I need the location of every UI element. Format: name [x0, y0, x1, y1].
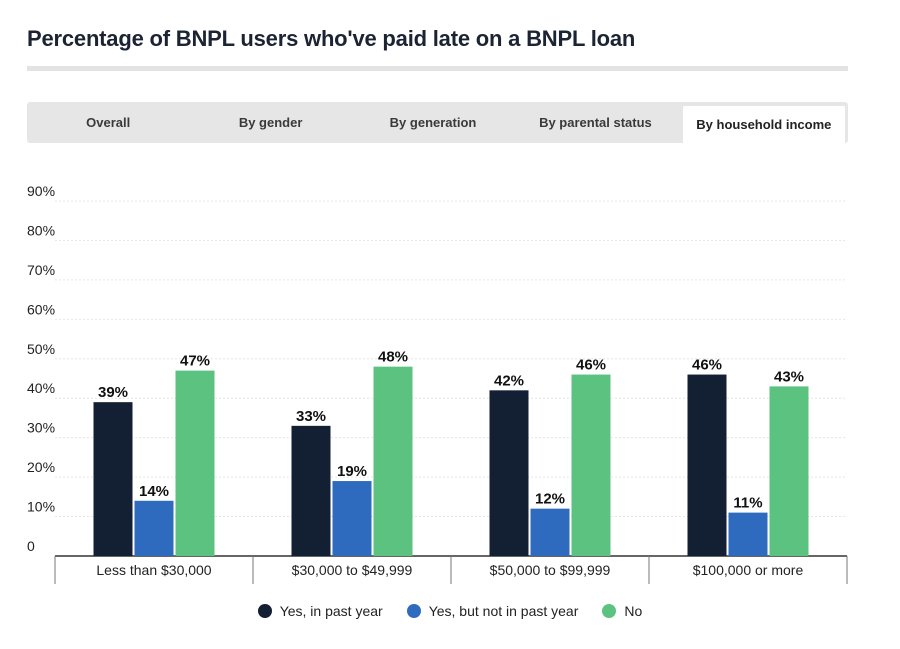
legend-swatch — [602, 604, 617, 618]
tab-by-generation[interactable]: By generation — [389, 115, 477, 130]
data-label: 12% — [535, 491, 565, 508]
data-label: 14% — [139, 483, 169, 500]
bar — [530, 508, 570, 556]
y-tick-label: 60% — [27, 301, 55, 317]
y-tick-label: 80% — [27, 222, 55, 238]
legend-item-no[interactable]: No — [602, 603, 642, 619]
y-tick-label: 20% — [27, 459, 55, 475]
title-divider — [27, 66, 848, 71]
x-tick-label: $30,000 to $49,999 — [292, 562, 413, 578]
y-tick-label: 50% — [27, 341, 55, 357]
bar — [373, 366, 413, 556]
bar — [175, 370, 215, 556]
legend-item-not-past-year[interactable]: Yes, but not in past year — [406, 603, 579, 619]
bar — [769, 386, 809, 556]
tab-by-household-income[interactable]: By household income — [682, 106, 846, 143]
bar — [571, 374, 611, 556]
data-label: 11% — [733, 495, 762, 512]
tab-bar: Overall By gender By generation By paren… — [27, 102, 848, 143]
data-label: 33% — [296, 408, 326, 425]
data-label: 19% — [337, 463, 367, 480]
data-label: 39% — [98, 384, 128, 401]
y-tick-label: 0 — [27, 538, 35, 554]
bar — [134, 500, 174, 556]
y-tick-label: 90% — [27, 183, 55, 199]
y-tick-label: 30% — [27, 420, 55, 436]
bar-chart: 0 10% 20% 30% 40% 50% 60% 70% 80% 90% Less than $3… — [27, 183, 848, 584]
legend-swatch — [257, 604, 272, 618]
x-tick-label: $50,000 to $99,999 — [490, 562, 611, 578]
legend-item-past-year[interactable]: Yes, in past year — [257, 603, 383, 619]
tab-overall[interactable]: Overall — [86, 115, 131, 130]
chart-title: Percentage of BNPL users who've paid lat… — [27, 26, 636, 51]
bar — [291, 425, 331, 556]
data-label: 42% — [494, 372, 524, 389]
bar — [687, 374, 727, 556]
data-label: 46% — [576, 357, 606, 374]
legend-swatch — [406, 604, 421, 618]
data-label: 48% — [378, 349, 408, 366]
bar — [489, 390, 529, 556]
legend-label: Yes, in past year — [279, 603, 383, 619]
bar — [728, 512, 768, 556]
tab-by-gender[interactable]: By gender — [238, 115, 303, 130]
x-tick-label: $100,000 or more — [693, 562, 804, 578]
chart-legend: Yes, in past year Yes, but not in past y… — [0, 603, 900, 619]
x-tick-label: Less than $30,000 — [96, 562, 211, 578]
data-label: 43% — [774, 368, 804, 385]
data-label: 47% — [180, 353, 210, 370]
y-tick-label: 10% — [27, 499, 55, 515]
legend-label: No — [624, 603, 643, 619]
data-label: 46% — [692, 357, 722, 374]
y-tick-label: 40% — [27, 380, 55, 396]
y-tick-label: 70% — [27, 262, 55, 278]
bar — [332, 481, 372, 556]
tab-by-parental-status[interactable]: By parental status — [539, 115, 652, 130]
bar — [93, 402, 133, 556]
legend-label: Yes, but not in past year — [428, 603, 579, 619]
